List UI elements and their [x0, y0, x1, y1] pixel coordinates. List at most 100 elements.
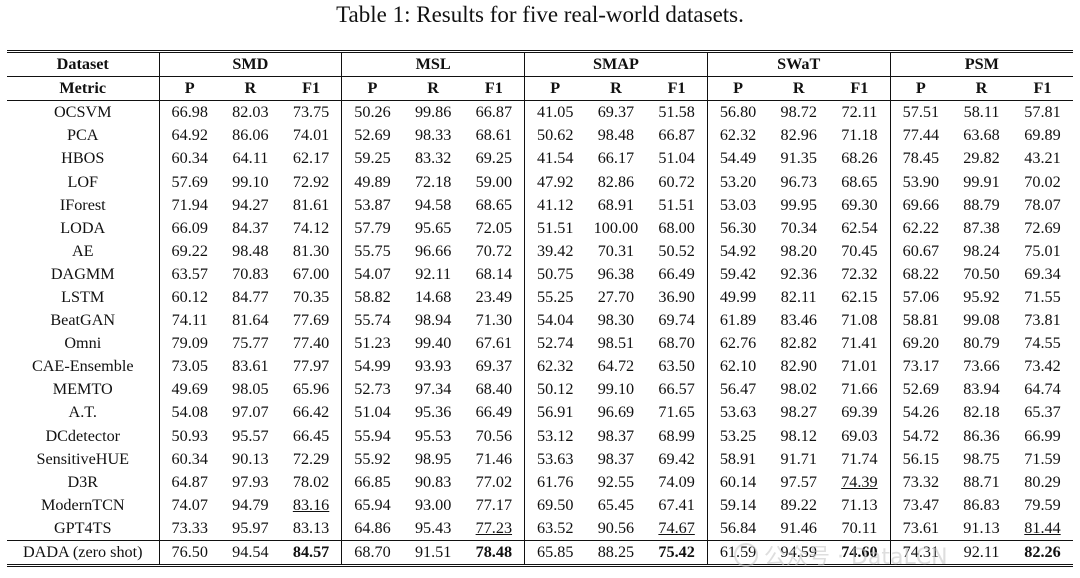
metric-value-cell: 72.69 [1024, 218, 1061, 237]
metric-header-msl-r: R [402, 76, 464, 102]
metric-value-cell: 74.67 [646, 517, 707, 541]
metric-value-cell: 69.37 [597, 103, 635, 122]
table-row: A.T. 54.08 97.07 66.42 51.04 95.36 66.49 56.91 9… [7, 401, 1073, 425]
metric-value-cell: 94.59 [768, 539, 830, 565]
method-name-cell: LODA [60, 218, 106, 237]
metric-value-cell: 71.66 [841, 380, 878, 399]
metric-value-cell: 47.92 [524, 170, 586, 194]
metric-value-cell: 53.03 [706, 193, 769, 217]
metric-value-cell: 53.90 [889, 170, 952, 194]
metric-value-cell: 58.11 [963, 103, 1000, 122]
metric-value-cell: 41.12 [524, 193, 586, 217]
table-row: DCdetector 50.93 95.57 66.45 55.94 95.53 70.56… [7, 424, 1073, 448]
metric-value-cell: 95.57 [232, 426, 269, 445]
metric-value-cell: 98.37 [597, 449, 635, 468]
metric-value-cell: 62.54 [841, 218, 878, 237]
metric-value-cell: 84.57 [280, 539, 342, 565]
method-name-cell: SensitiveHUE [36, 449, 130, 468]
metric-value-cell: 73.75 [292, 103, 330, 122]
metric-value-cell: 81.64 [232, 311, 269, 330]
table-caption: Table 1: Results for five real-world dat… [336, 2, 744, 27]
metric-value-cell: 55.74 [341, 309, 403, 333]
metric-value-cell: 74.11 [158, 309, 220, 333]
metric-value-cell: 60.34 [158, 147, 220, 171]
method-name-cell: DCdetector [45, 426, 121, 445]
metric-header-swat-p: P [706, 76, 769, 102]
metric-value-cell: 69.30 [841, 195, 878, 214]
metric-value-cell: 57.06 [889, 285, 952, 310]
metric-value-cell: 39.42 [524, 239, 586, 263]
metric-value-cell: 57.69 [158, 170, 220, 194]
metric-value-cell: 92.11 [415, 264, 452, 283]
dataset-header-msl: MSL [341, 53, 525, 78]
metric-value-cell: 65.45 [597, 495, 635, 514]
metric-value-cell: 77.69 [292, 311, 330, 330]
metric-value-cell: 43.21 [1024, 149, 1061, 168]
metric-value-cell: 57.51 [889, 100, 952, 125]
metric-header-swat-r: R [768, 76, 830, 102]
metric-value-cell: 52.69 [889, 378, 952, 402]
metric-value-cell: 96.38 [597, 264, 635, 283]
metric-value-cell: 86.83 [963, 495, 1000, 514]
metric-value-cell: 82.96 [780, 126, 817, 145]
metric-value-cell: 54.49 [706, 147, 769, 171]
metric-header-row: Metric P R F1 P R F1 P R F1 P R F1 P R F1 [7, 76, 1073, 102]
metric-value-cell: 70.11 [841, 518, 878, 537]
metric-value-cell: 61.59 [706, 539, 769, 565]
metric-value-cell: 83.16 [281, 494, 342, 517]
metric-value-cell: 66.45 [292, 426, 330, 445]
metric-value-cell: 97.93 [232, 472, 269, 491]
metric-value-cell: 83.94 [963, 380, 1000, 399]
metric-value-cell: 70.83 [232, 264, 269, 283]
metric-value-cell: 63.68 [963, 126, 1000, 145]
metric-value-cell: 60.34 [158, 447, 220, 471]
metric-value-cell: 70.56 [475, 426, 513, 445]
metric-value-cell: 74.31 [889, 539, 952, 565]
metric-value-cell: 68.70 [341, 539, 403, 565]
metric-value-cell: 75.77 [232, 334, 269, 353]
metric-value-cell: 73.32 [889, 470, 952, 494]
underlined-value: 83.16 [292, 495, 330, 514]
metric-value-cell: 23.49 [475, 287, 513, 306]
table-row: GPT4TS 73.33 95.97 83.13 64.86 95.43 77.23 63.5… [7, 516, 1073, 541]
metric-value-cell: 95.97 [232, 518, 269, 537]
metric-value-cell: 68.22 [889, 262, 952, 286]
metric-value-cell: 74.60 [829, 539, 891, 565]
method-name-cell: MEMTO [52, 380, 113, 399]
metric-header-label: Metric [7, 76, 159, 102]
metric-value-cell: 67.41 [658, 495, 695, 514]
metric-value-cell: 98.51 [597, 334, 635, 353]
metric-value-cell: 66.49 [475, 403, 513, 422]
metric-value-cell: 95.92 [963, 287, 1000, 306]
metric-value-cell: 80.29 [1024, 472, 1061, 491]
method-name-cell: LSTM [61, 287, 105, 306]
metric-value-cell: 72.18 [414, 172, 452, 191]
metric-header-smap-p: P [524, 76, 586, 102]
metric-value-cell: 99.95 [780, 195, 817, 214]
metric-value-cell: 98.37 [597, 426, 635, 445]
metric-value-cell: 69.22 [158, 239, 220, 263]
metric-value-cell: 78.02 [292, 472, 330, 491]
metric-value-cell: 58.81 [889, 309, 952, 333]
metric-value-cell: 99.86 [414, 103, 452, 122]
underlined-value: 74.67 [658, 518, 695, 537]
table-row: LOF 57.69 99.10 72.92 49.89 72.18 59.00 47.92 82… [7, 170, 1073, 194]
metric-value-cell: 51.58 [658, 103, 695, 122]
table-body: OCSVM 66.98 82.03 73.75 50.26 99.86 66.87 41.05… [7, 100, 1073, 565]
metric-value-cell: 66.57 [658, 380, 695, 399]
metric-value-cell: 61.89 [706, 309, 769, 333]
metric-value-cell: 71.41 [841, 334, 878, 353]
metric-value-cell: 53.87 [341, 193, 403, 217]
method-name-cell: A.T. [68, 403, 97, 422]
metric-value-cell: 65.37 [1024, 403, 1061, 422]
method-name-cell: Omni [64, 334, 102, 353]
metric-value-cell: 78.45 [889, 147, 952, 171]
metric-value-cell: 71.74 [841, 449, 878, 468]
metric-value-cell: 99.40 [414, 334, 452, 353]
metric-value-cell: 70.35 [292, 287, 330, 306]
metric-value-cell: 91.13 [963, 518, 1000, 537]
metric-value-cell: 60.67 [889, 239, 952, 263]
metric-value-cell: 91.71 [780, 449, 817, 468]
metric-value-cell: 58.91 [706, 447, 769, 471]
metric-value-cell: 98.24 [963, 241, 1000, 260]
